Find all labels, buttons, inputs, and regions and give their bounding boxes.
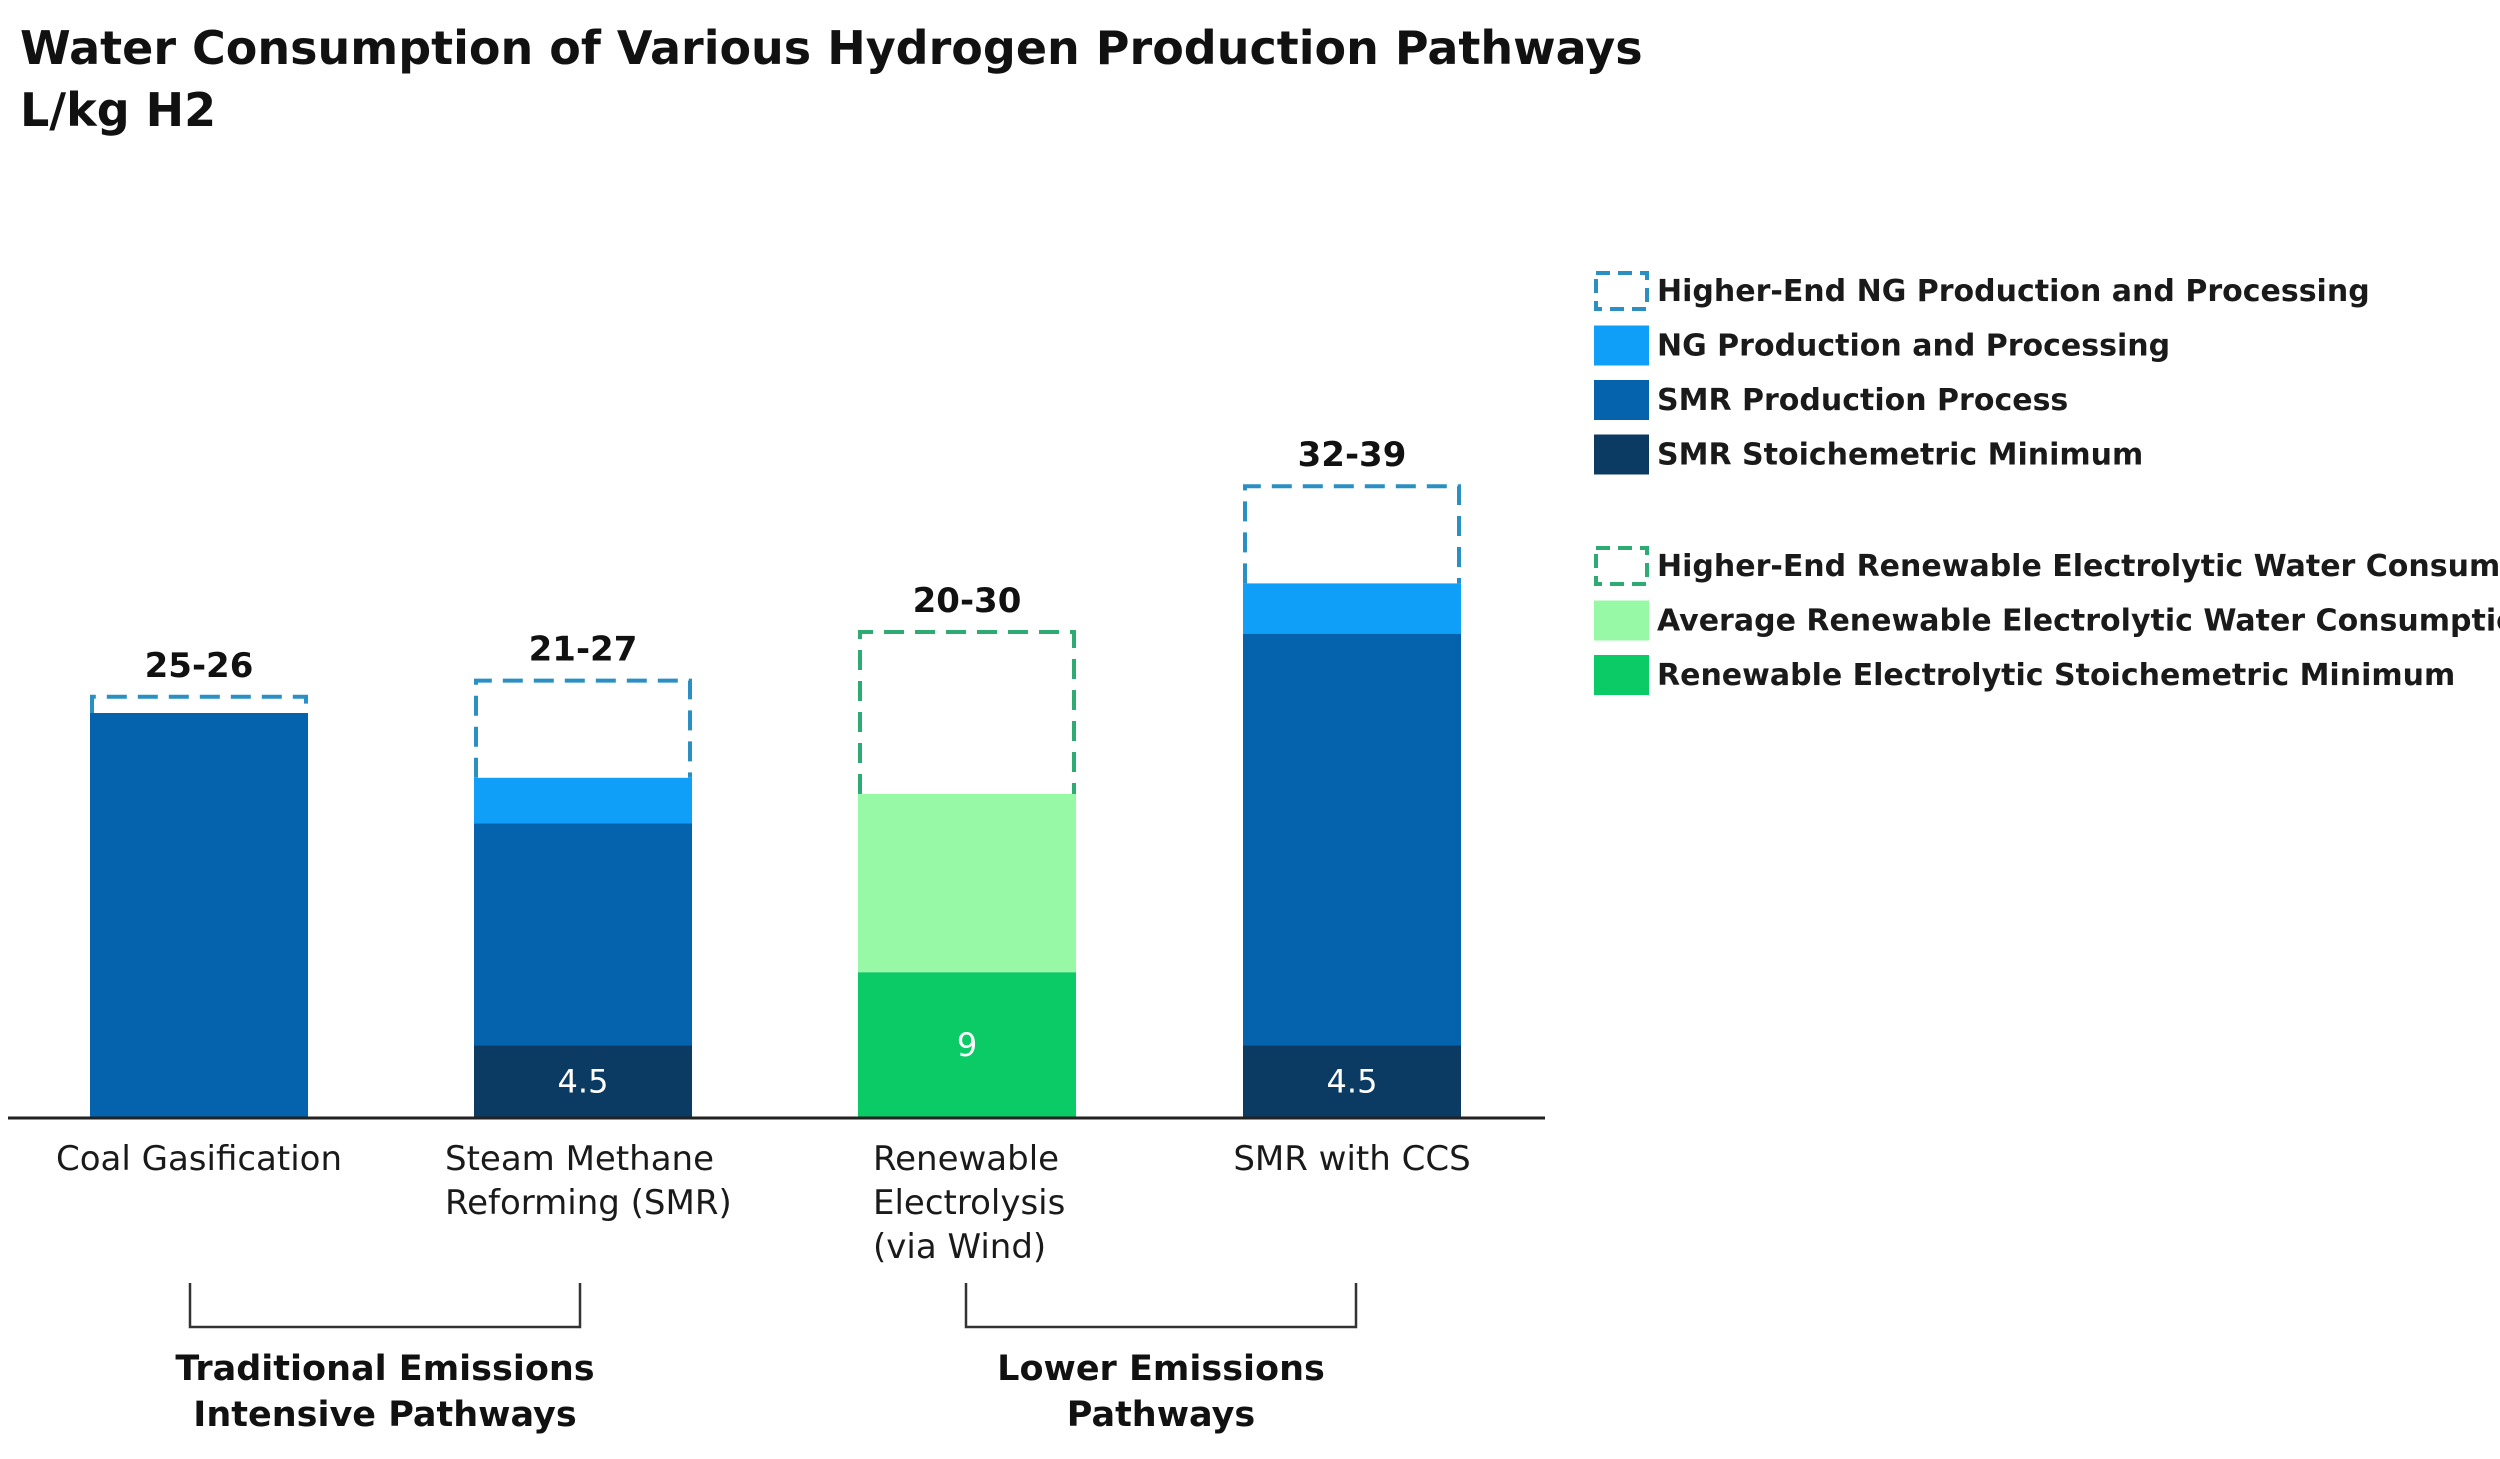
bar-segment bbox=[858, 972, 1076, 1118]
legend-item: SMR Stoichemetric Minimum bbox=[1594, 434, 2143, 475]
category-label-line: Steam Methane bbox=[445, 1139, 714, 1179]
category-label: Coal Gasification bbox=[56, 1139, 342, 1179]
legend-item: Higher-End NG Production and Processing bbox=[1594, 271, 2370, 311]
legend-swatch bbox=[1594, 380, 1649, 420]
bar-group: 9 20-30 bbox=[858, 581, 1076, 1118]
bar-segment-value-label: 9 bbox=[957, 1026, 977, 1064]
bar-range-label: 20-30 bbox=[913, 581, 1022, 621]
legend-item: NG Production and Processing bbox=[1594, 325, 2170, 366]
bar-dashed-range bbox=[474, 678, 692, 778]
category-label: SMR with CCS bbox=[1233, 1139, 1470, 1179]
legend-swatch bbox=[1594, 600, 1649, 641]
legend-label: SMR Stoichemetric Minimum bbox=[1657, 438, 2143, 473]
bar-range-label: 25-26 bbox=[145, 646, 254, 686]
legend-swatch bbox=[1594, 434, 1649, 475]
bars-layer: 25-26 4.5 21-27 9 20-30 4.5 32-39 bbox=[90, 435, 1461, 1118]
bar-group: 4.5 21-27 bbox=[474, 630, 692, 1118]
category-label-line: Electrolysis bbox=[873, 1183, 1065, 1223]
group-label-line: Traditional Emissions bbox=[175, 1349, 594, 1389]
legend-item: Renewable Electrolytic Stoichemetric Min… bbox=[1594, 655, 2455, 695]
legend-label: Higher-End Renewable Electrolytic Water … bbox=[1657, 549, 2500, 584]
bar-segment bbox=[474, 777, 692, 824]
bar-segment bbox=[474, 823, 692, 1046]
bar-segment bbox=[858, 794, 1076, 973]
group-label: Lower Emissions Pathways bbox=[997, 1349, 1325, 1435]
group-label: Traditional Emissions Intensive Pathways bbox=[175, 1349, 594, 1435]
category-label-line: Coal Gasification bbox=[56, 1139, 342, 1179]
bar-dashed-range bbox=[90, 694, 308, 713]
category-label-line: SMR with CCS bbox=[1233, 1139, 1470, 1179]
bar-dashed-range bbox=[1243, 484, 1461, 584]
category-label-line: (via Wind) bbox=[873, 1227, 1046, 1267]
bar-segment bbox=[1243, 1045, 1461, 1118]
bar-segment bbox=[1243, 633, 1461, 1046]
group-label-line: Lower Emissions bbox=[997, 1349, 1325, 1389]
chart-title: Water Consumption of Various Hydrogen Pr… bbox=[20, 21, 1643, 75]
bar-segment-value-label: 4.5 bbox=[1327, 1063, 1378, 1101]
legend-label: Average Renewable Electrolytic Water Con… bbox=[1657, 604, 2500, 639]
legend-label: Higher-End NG Production and Processing bbox=[1657, 274, 2370, 309]
legend-swatch bbox=[1594, 325, 1649, 366]
chart-subtitle: L/kg H2 bbox=[20, 83, 216, 137]
legend-swatch-dashed bbox=[1594, 271, 1649, 311]
bar-group: 4.5 32-39 bbox=[1243, 435, 1461, 1118]
group-bracket bbox=[964, 1283, 1358, 1329]
legend-swatch-dashed bbox=[1594, 546, 1649, 586]
bar-range-label: 21-27 bbox=[529, 630, 638, 670]
category-label: Steam Methane Reforming (SMR) bbox=[445, 1139, 732, 1223]
legend-item: SMR Production Process bbox=[1594, 380, 2068, 420]
legend: Higher-End NG Production and Processing N… bbox=[1594, 271, 2500, 695]
category-labels: Coal Gasification Steam Methane Reforming … bbox=[56, 1139, 1471, 1267]
category-label: Renewable Electrolysis (via Wind) bbox=[873, 1139, 1065, 1267]
category-label-line: Renewable bbox=[873, 1139, 1059, 1179]
bar-group: 25-26 bbox=[90, 646, 308, 1118]
bar-range-label: 32-39 bbox=[1298, 435, 1407, 475]
bar-segment bbox=[90, 713, 308, 1118]
bar-segment-value-label: 4.5 bbox=[558, 1063, 609, 1101]
bar-segment bbox=[1243, 583, 1461, 634]
category-label-line: Reforming (SMR) bbox=[445, 1183, 732, 1223]
legend-item: Average Renewable Electrolytic Water Con… bbox=[1594, 600, 2500, 641]
bar-segment bbox=[474, 1045, 692, 1118]
legend-label: Renewable Electrolytic Stoichemetric Min… bbox=[1657, 658, 2455, 693]
legend-label: SMR Production Process bbox=[1657, 383, 2068, 418]
legend-label: NG Production and Processing bbox=[1657, 329, 2170, 364]
group-label-line: Intensive Pathways bbox=[193, 1395, 576, 1435]
group-bracket bbox=[188, 1283, 582, 1329]
legend-item: Higher-End Renewable Electrolytic Water … bbox=[1594, 546, 2500, 586]
legend-swatch bbox=[1594, 655, 1649, 695]
group-brackets: Traditional Emissions Intensive Pathways L… bbox=[175, 1283, 1358, 1435]
group-label-line: Pathways bbox=[1067, 1395, 1256, 1435]
bar-dashed-range bbox=[858, 630, 1076, 794]
